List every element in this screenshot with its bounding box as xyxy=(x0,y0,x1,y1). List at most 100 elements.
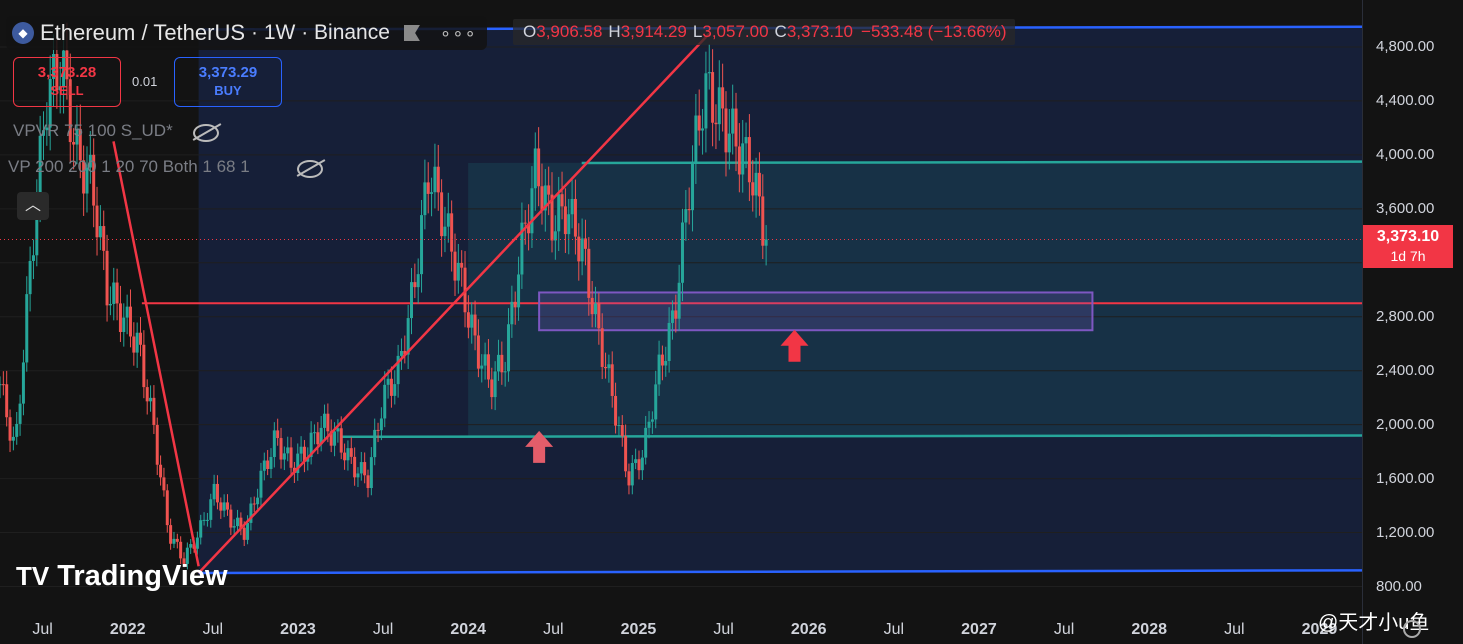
candle-body xyxy=(523,222,527,224)
candle-body xyxy=(199,520,203,538)
gear-icon[interactable] xyxy=(1403,620,1421,638)
candle-body xyxy=(731,108,735,134)
candle-body xyxy=(118,303,122,333)
candle-body xyxy=(490,379,494,398)
candle-body xyxy=(286,447,290,454)
indicator-vp[interactable]: VP 200 200 1 20 70 Both 1 68 1 xyxy=(8,157,250,176)
candle-body xyxy=(276,430,280,439)
buy-button[interactable]: 3,373.29 BUY xyxy=(174,57,282,107)
candle-body xyxy=(654,384,658,420)
time-tick-label: Jul xyxy=(202,621,224,638)
sell-button[interactable]: 3,373.28 SELL xyxy=(13,57,121,107)
indicator-vpvr[interactable]: VPVR 75 100 S_UD* xyxy=(13,121,173,140)
candle-body xyxy=(480,365,484,369)
candle-body xyxy=(329,431,333,446)
candle-body xyxy=(711,72,715,123)
time-tick-label: 2026 xyxy=(790,621,827,638)
candle-body xyxy=(302,446,306,462)
candle-body xyxy=(670,310,674,323)
candle-body xyxy=(580,238,584,262)
support-zone xyxy=(538,291,1094,332)
candle-body xyxy=(647,421,651,428)
candle-body xyxy=(92,154,96,206)
candle-body xyxy=(396,355,400,385)
time-tick-label: 2027 xyxy=(961,621,997,638)
symbol-title[interactable]: Ethereum / TetherUS xyxy=(40,20,246,45)
candle-body xyxy=(5,384,9,418)
candle-body xyxy=(513,301,517,308)
low-value: 3,057.00 xyxy=(702,22,769,41)
candle-body xyxy=(510,301,514,325)
candle-body xyxy=(600,328,604,367)
candle-body xyxy=(349,448,353,457)
candle-body xyxy=(102,226,106,251)
candle-body xyxy=(517,274,521,308)
candle-body xyxy=(486,354,490,380)
time-tick-label: 2022 xyxy=(109,621,146,638)
eye-hidden-icon[interactable] xyxy=(193,124,219,142)
low-label: L xyxy=(692,22,703,41)
candle-body xyxy=(754,172,758,196)
symbol-header[interactable]: ◆ Ethereum / TetherUS · 1W · Binance ∘∘∘ xyxy=(6,16,487,50)
candle-body xyxy=(346,448,350,461)
candle-body xyxy=(125,306,129,318)
candle-body xyxy=(456,262,460,281)
candle-body xyxy=(550,194,554,241)
candle-body xyxy=(537,148,541,187)
candle-body xyxy=(169,525,173,544)
eye-hidden-icon[interactable] xyxy=(297,160,323,178)
candle-body xyxy=(366,475,370,489)
candle-body xyxy=(75,128,79,145)
open-value: 3,906.58 xyxy=(536,22,603,41)
candle-body xyxy=(205,519,209,521)
candle-body xyxy=(369,457,373,489)
time-tick-label: 2025 xyxy=(620,621,657,638)
candle-body xyxy=(453,251,457,281)
candle-body xyxy=(21,362,25,404)
candle-body xyxy=(185,547,189,564)
candle-body xyxy=(443,226,447,237)
open-label: O xyxy=(523,22,537,41)
candle-body xyxy=(677,282,681,319)
chevron-up-icon[interactable]: ︿ xyxy=(17,192,49,220)
candle-body xyxy=(573,198,577,237)
candle-body xyxy=(72,142,76,145)
candle-body xyxy=(343,452,347,461)
candle-body xyxy=(413,282,417,288)
candle-body xyxy=(466,312,470,328)
candle-body xyxy=(520,222,524,275)
candle-body xyxy=(727,133,731,153)
candle-body xyxy=(159,464,163,478)
candle-body xyxy=(597,303,601,329)
candle-body xyxy=(165,490,169,526)
change-value: −533.48 (−13.66%) xyxy=(861,22,1007,41)
candle-body xyxy=(389,378,393,396)
candle-body xyxy=(547,185,551,195)
more-icon[interactable]: ∘∘∘ xyxy=(439,22,477,43)
candle-body xyxy=(98,226,102,238)
candle-body xyxy=(312,432,316,434)
flag-icon[interactable] xyxy=(403,25,420,41)
candle-body xyxy=(195,537,199,549)
time-tick-label: 2028 xyxy=(1131,621,1167,638)
candle-body xyxy=(741,143,745,175)
candle-body xyxy=(25,294,29,363)
arrow-up-icon xyxy=(780,329,809,362)
candle-body xyxy=(376,429,380,431)
candle-body xyxy=(249,503,253,523)
candle-body xyxy=(122,317,126,333)
interval-exchange[interactable]: · 1W · Binance xyxy=(251,21,390,44)
candle-body xyxy=(152,397,156,425)
candle-body xyxy=(246,522,250,540)
price-axis[interactable] xyxy=(1362,0,1463,644)
candle-body xyxy=(323,413,327,428)
candle-body xyxy=(500,354,504,373)
candle-body xyxy=(179,541,183,559)
candle-body xyxy=(112,282,116,304)
candle-body xyxy=(617,425,621,427)
price-tick-label: 4,800.00 xyxy=(1376,37,1435,55)
price-tick-label: 1,600.00 xyxy=(1376,469,1435,487)
candle-body xyxy=(674,310,678,319)
candle-body xyxy=(557,194,561,232)
